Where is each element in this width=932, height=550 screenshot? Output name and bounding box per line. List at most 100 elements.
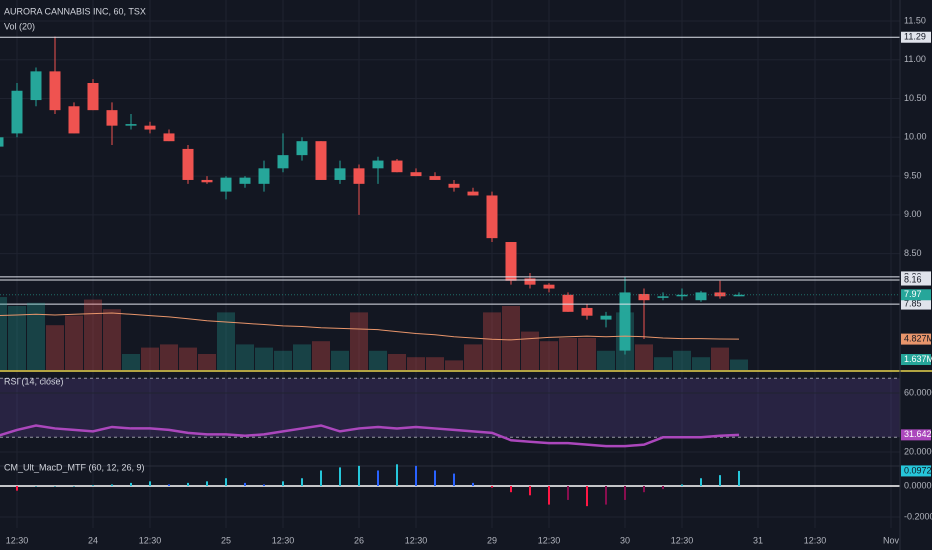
macd-bar bbox=[35, 485, 37, 487]
x-tick-label: 30 bbox=[620, 535, 630, 545]
y-tick-label: 8.50 bbox=[904, 248, 922, 258]
volume-bar bbox=[293, 344, 311, 370]
candle-body bbox=[125, 124, 137, 126]
volume-bar bbox=[464, 344, 482, 370]
x-tick-label: 12:30 bbox=[671, 535, 694, 545]
macd-bar bbox=[415, 465, 417, 486]
level-label: 11.29 bbox=[904, 32, 926, 42]
candle-body bbox=[87, 82, 99, 111]
macd-bar bbox=[282, 481, 284, 486]
volume-bar bbox=[483, 312, 501, 370]
candle-body bbox=[562, 294, 574, 312]
macd-label-box bbox=[901, 465, 931, 477]
level-label-box bbox=[901, 274, 931, 286]
macd-bar bbox=[586, 485, 588, 507]
volume-bar bbox=[8, 305, 26, 370]
candle-body bbox=[277, 155, 289, 169]
candle-body bbox=[391, 160, 403, 173]
macd-bar bbox=[548, 485, 550, 505]
y-tick-label: 9.50 bbox=[904, 170, 922, 180]
volume-bar bbox=[122, 353, 140, 370]
candle-body bbox=[372, 160, 384, 169]
y-tick-label: 60.0000 bbox=[904, 387, 932, 397]
macd-bar bbox=[624, 485, 626, 500]
candle-body bbox=[619, 292, 631, 351]
macd-bar bbox=[491, 485, 493, 488]
candle-body bbox=[182, 148, 194, 180]
macd-bar bbox=[244, 482, 246, 486]
macd-bar bbox=[187, 482, 189, 486]
macd-bar bbox=[339, 467, 341, 486]
volume-bar bbox=[730, 359, 748, 370]
volume-bar bbox=[445, 360, 463, 370]
candle-body bbox=[239, 177, 251, 184]
candle-body bbox=[353, 168, 365, 184]
macd-bar bbox=[453, 473, 455, 486]
x-tick-label: 25 bbox=[221, 535, 231, 545]
candle-body bbox=[410, 172, 422, 177]
rsi-label: 31.6428 bbox=[904, 429, 932, 439]
macd-bar bbox=[149, 481, 151, 486]
y-tick-label: 20.0000 bbox=[904, 446, 932, 456]
x-tick-label: 24 bbox=[88, 535, 98, 545]
volume-bar bbox=[540, 341, 558, 370]
macd-bar bbox=[643, 485, 645, 493]
rsi-line bbox=[0, 424, 740, 448]
level-label-box bbox=[901, 31, 931, 43]
candle-body bbox=[144, 125, 156, 130]
x-tick-label: 31 bbox=[753, 535, 763, 545]
candle-body bbox=[467, 191, 479, 196]
y-tick-label: 9.00 bbox=[904, 209, 922, 219]
level-label-box bbox=[901, 298, 931, 310]
volume-bar bbox=[27, 302, 45, 370]
candle-body bbox=[600, 315, 612, 320]
candle-body bbox=[49, 71, 61, 111]
volume-label: 1.637M bbox=[904, 354, 932, 364]
rsi-label-box bbox=[901, 429, 931, 441]
volume-bar bbox=[84, 299, 102, 370]
volume-bar bbox=[350, 312, 368, 370]
volume-bar bbox=[236, 344, 254, 370]
y-tick-label: 11.50 bbox=[904, 15, 926, 25]
volume-bar bbox=[654, 357, 672, 370]
y-tick-label: 10.00 bbox=[904, 132, 927, 142]
macd-title: CM_Ult_MacD_MTF (60, 12, 26, 9) bbox=[4, 462, 145, 472]
candle-body bbox=[220, 177, 232, 192]
macd-bar bbox=[719, 475, 721, 486]
volume-bar bbox=[578, 337, 596, 370]
candle-body bbox=[581, 307, 593, 316]
x-tick-label: 12:30 bbox=[804, 535, 827, 545]
candle-body bbox=[258, 168, 270, 184]
macd-bar bbox=[662, 485, 664, 490]
candle-body bbox=[429, 176, 441, 180]
candle-body bbox=[486, 195, 498, 239]
volume-bar bbox=[426, 357, 444, 370]
volume-bar bbox=[141, 347, 159, 370]
x-tick-label: 12:30 bbox=[6, 535, 29, 545]
level-label: 7.85 bbox=[904, 298, 922, 308]
candle-body bbox=[448, 183, 460, 188]
volume-bar bbox=[616, 312, 634, 370]
level-label: 8.16 bbox=[904, 274, 922, 284]
volume-bar bbox=[521, 331, 539, 370]
candle-body bbox=[334, 168, 346, 180]
macd-bar bbox=[54, 485, 56, 487]
volume-bar bbox=[597, 350, 615, 370]
x-tick-label: Nov bbox=[883, 535, 900, 545]
macd-bar bbox=[605, 485, 607, 505]
volume-ma-label: 4.827M bbox=[904, 333, 932, 343]
candle-body bbox=[296, 141, 308, 156]
rsi-title: RSI (14, close) bbox=[4, 376, 64, 386]
volume-bar bbox=[274, 350, 292, 370]
macd-bar bbox=[700, 478, 702, 486]
volume-bar bbox=[217, 312, 235, 370]
macd-bar bbox=[130, 482, 132, 486]
candle-body bbox=[0, 137, 4, 147]
candle-body bbox=[543, 284, 555, 289]
macd-bar bbox=[472, 482, 474, 486]
candle-body bbox=[11, 90, 23, 134]
x-tick-label: 12:30 bbox=[139, 535, 162, 545]
y-tick-label: 11.00 bbox=[904, 54, 926, 64]
